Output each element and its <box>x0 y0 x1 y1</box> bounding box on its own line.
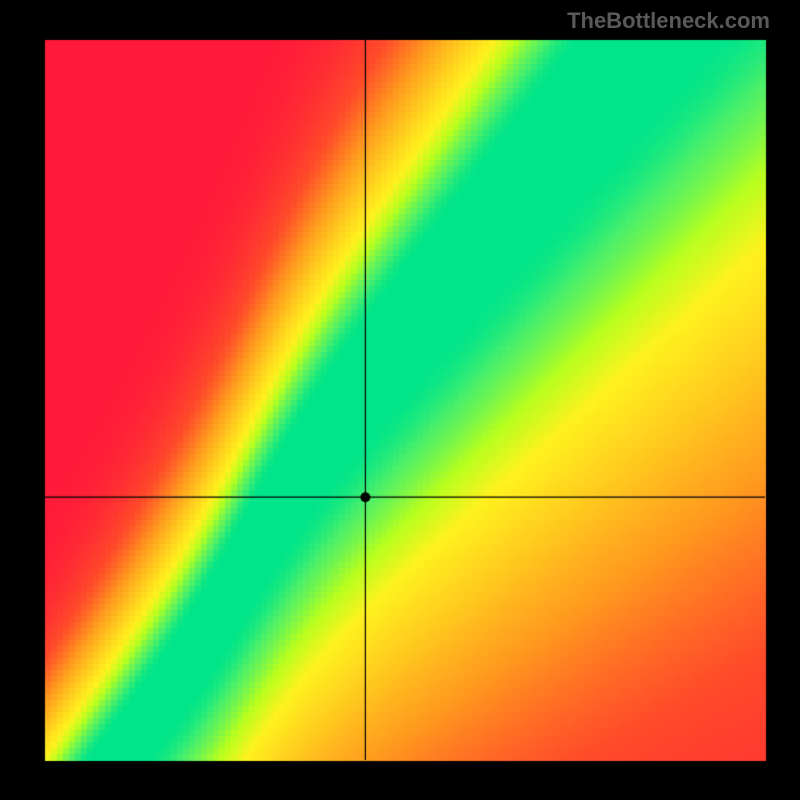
watermark-text: TheBottleneck.com <box>567 8 770 34</box>
chart-container: { "watermark": { "text": "TheBottleneck.… <box>0 0 800 800</box>
bottleneck-heatmap <box>0 0 800 800</box>
